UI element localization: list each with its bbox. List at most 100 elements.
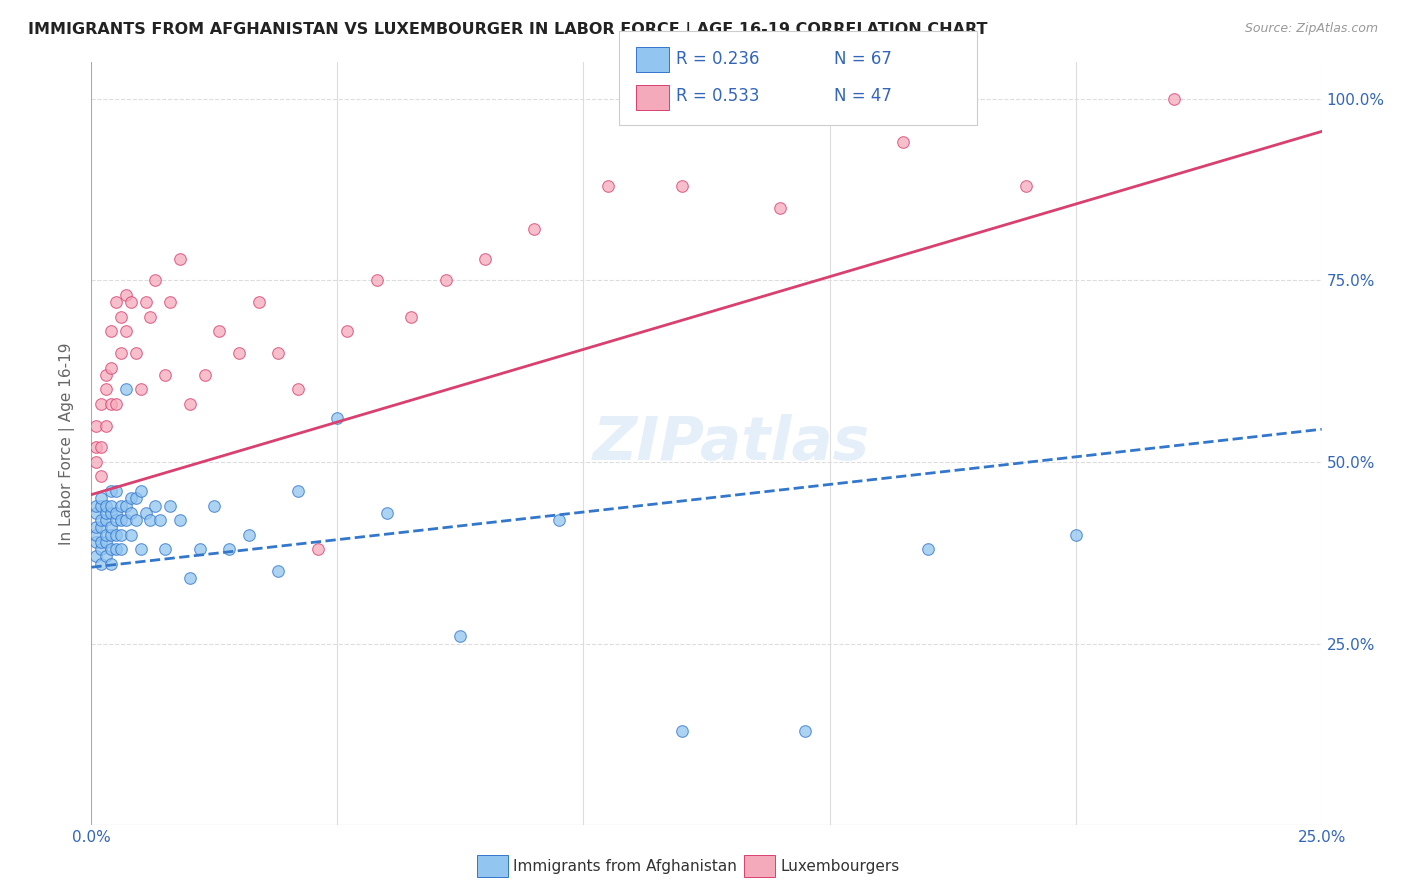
Point xyxy=(114,513,138,527)
Point xyxy=(114,382,138,396)
Point xyxy=(105,506,127,520)
Point xyxy=(129,483,152,498)
Point xyxy=(1163,92,1185,106)
Point xyxy=(129,382,152,396)
Point xyxy=(100,542,122,557)
Text: N = 47: N = 47 xyxy=(834,87,891,105)
Point xyxy=(90,557,112,571)
Point xyxy=(86,520,108,534)
Point xyxy=(120,506,142,520)
Point xyxy=(114,288,138,302)
Point xyxy=(336,324,359,338)
Point xyxy=(90,520,112,534)
Point xyxy=(96,368,117,382)
Point xyxy=(86,549,108,564)
Point xyxy=(110,346,132,360)
Point xyxy=(267,346,290,360)
Point xyxy=(114,324,138,338)
Point xyxy=(86,527,108,541)
Text: R = 0.533: R = 0.533 xyxy=(676,87,759,105)
Point xyxy=(90,491,112,506)
Point xyxy=(100,397,122,411)
Point xyxy=(114,499,138,513)
Point xyxy=(120,527,142,541)
Point xyxy=(159,499,181,513)
Point xyxy=(124,513,146,527)
Point xyxy=(326,411,349,425)
Point xyxy=(90,534,112,549)
Point xyxy=(86,455,108,469)
Point xyxy=(474,252,496,266)
Point xyxy=(100,324,122,338)
Y-axis label: In Labor Force | Age 16-19: In Labor Force | Age 16-19 xyxy=(59,343,76,545)
Point xyxy=(110,499,132,513)
Point xyxy=(247,295,270,310)
Point xyxy=(135,295,156,310)
Point xyxy=(149,513,172,527)
Point xyxy=(100,499,122,513)
Point xyxy=(179,397,201,411)
Point xyxy=(96,499,117,513)
Point xyxy=(366,273,388,287)
Text: IMMIGRANTS FROM AFGHANISTAN VS LUXEMBOURGER IN LABOR FORCE | AGE 16-19 CORRELATI: IMMIGRANTS FROM AFGHANISTAN VS LUXEMBOUR… xyxy=(28,22,987,38)
Point xyxy=(124,491,146,506)
Point xyxy=(449,629,471,643)
Point xyxy=(105,483,127,498)
Point xyxy=(105,542,127,557)
Point xyxy=(169,252,191,266)
Point xyxy=(96,382,117,396)
Point xyxy=(287,483,309,498)
Point xyxy=(86,499,108,513)
Point xyxy=(90,513,112,527)
Point xyxy=(671,178,693,193)
Point xyxy=(202,499,225,513)
Text: Luxembourgers: Luxembourgers xyxy=(780,859,900,873)
Point xyxy=(105,513,127,527)
Point xyxy=(120,491,142,506)
Point xyxy=(523,222,546,236)
Point xyxy=(96,506,117,520)
Point xyxy=(287,382,309,396)
Point xyxy=(86,418,108,433)
Point xyxy=(188,542,211,557)
Point xyxy=(96,418,117,433)
Point xyxy=(86,506,108,520)
Point xyxy=(124,346,146,360)
Text: ZIPatlas: ZIPatlas xyxy=(592,414,870,474)
Point xyxy=(105,527,127,541)
Point xyxy=(96,527,117,541)
Point xyxy=(1064,527,1087,541)
Point xyxy=(179,571,201,585)
Point xyxy=(267,564,290,578)
Point xyxy=(96,513,117,527)
Point xyxy=(238,527,260,541)
Point xyxy=(145,499,166,513)
Point xyxy=(153,542,177,557)
Point xyxy=(1015,178,1038,193)
Point xyxy=(159,295,181,310)
Point xyxy=(120,295,142,310)
Point xyxy=(547,513,569,527)
Point xyxy=(434,273,457,287)
Point xyxy=(769,201,792,215)
Text: Source: ZipAtlas.com: Source: ZipAtlas.com xyxy=(1244,22,1378,36)
Point xyxy=(100,506,122,520)
Point xyxy=(90,469,112,483)
Point xyxy=(399,310,422,324)
Point xyxy=(145,273,166,287)
Point xyxy=(90,542,112,557)
Point xyxy=(228,346,250,360)
Point xyxy=(596,178,619,193)
Point xyxy=(100,527,122,541)
Point xyxy=(135,506,156,520)
Text: N = 67: N = 67 xyxy=(834,50,891,68)
Text: R = 0.236: R = 0.236 xyxy=(676,50,759,68)
Point xyxy=(208,324,231,338)
Point xyxy=(90,397,112,411)
Point xyxy=(100,557,122,571)
Point xyxy=(110,310,132,324)
Point xyxy=(193,368,217,382)
Point xyxy=(90,441,112,455)
Point xyxy=(129,542,152,557)
Text: Immigrants from Afghanistan: Immigrants from Afghanistan xyxy=(513,859,737,873)
